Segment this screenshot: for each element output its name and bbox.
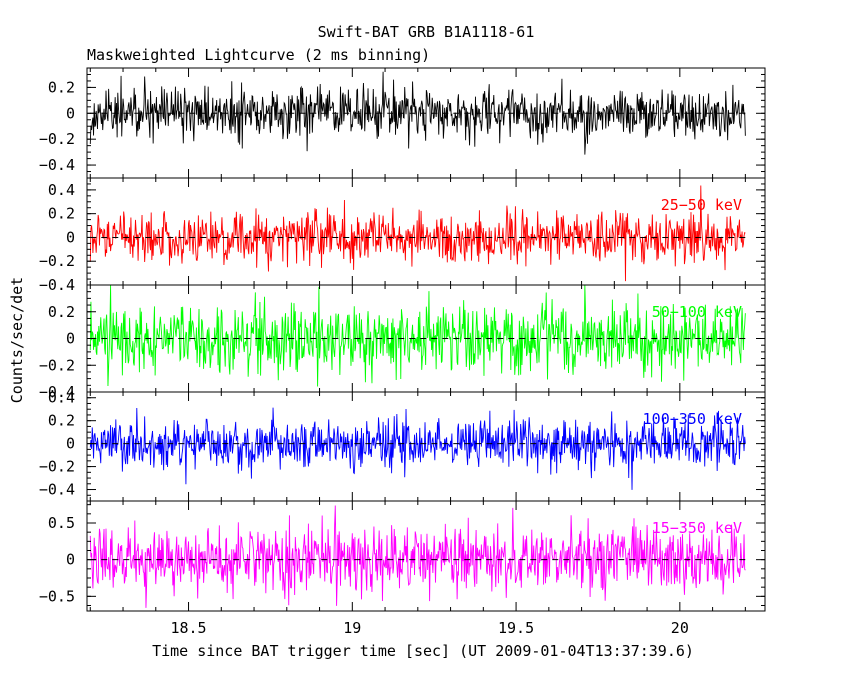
y-tick-label: 0.2 [48,78,75,96]
x-axis-label: Time since BAT trigger time [sec] (UT 20… [152,642,694,660]
x-tick-label: 19.5 [498,619,534,637]
panel-4: 100−350 keV 0.4 0.2 0 −0.2 −0.4 [39,389,766,502]
y-tick-label: 0.5 [48,514,75,532]
y-tick-label: 0.2 [48,303,75,321]
y-tick-label: 0.4 [48,389,75,407]
panel-5: 15−350 keV 0.5 0 −0.5 [39,500,766,612]
y-tick-label: 0 [66,551,75,569]
band-label: 50−100 keV [652,303,742,321]
series-line-2 [89,185,746,282]
panel-1: 0.2 0 −0.2 −0.4 [39,67,766,179]
x-tick-label: 20 [671,619,689,637]
y-tick-label: −0.4 [39,276,75,294]
series-line-5 [89,505,746,608]
y-tick-label: 0 [66,104,75,122]
band-label: 25−50 keV [661,196,742,214]
x-tick-label: 18.5 [170,619,206,637]
chart-title: Swift-BAT GRB B1A1118-61 [318,23,535,41]
series-line-3 [89,285,746,387]
y-tick-label: −0.4 [39,481,75,499]
panels-group: 0.20−0.2−0.425−50 keV0.40.20−0.2−0.450−1… [39,67,766,612]
x-tick-labels: 18.5 19 19.5 20 [170,619,688,637]
y-tick-label: −0.4 [39,156,75,174]
y-tick-label: 0.4 [48,181,75,199]
panel-frame [86,500,766,612]
y-tick-label: −0.5 [39,587,75,605]
series-line-1 [89,71,746,155]
y-tick-label: 0.2 [48,205,75,223]
y-tick-label: 0 [66,435,75,453]
y-tick-label: 0.2 [48,412,75,430]
band-label: 100−350 keV [643,410,742,428]
panel-2: 25−50 keV 0.4 0.2 0 −0.2 −0.4 [39,177,766,294]
x-tick-label: 19 [343,619,361,637]
panel-3: 50−100 keV 0.2 0 −0.2 −0.4 [39,284,766,401]
y-tick-label: −0.2 [39,458,75,476]
y-tick-label: −0.4 [39,383,75,401]
series-line-4 [89,407,746,490]
y-tick-label: −0.2 [39,130,75,148]
y-axis-label: Counts/sec/det [8,277,26,403]
y-tick-label: −0.2 [39,356,75,374]
y-tick-label: 0 [66,330,75,348]
y-tick-label: 0 [66,228,75,246]
y-tick-label: −0.2 [39,252,75,270]
chart-subtitle: Maskweighted Lightcurve (2 ms binning) [87,46,430,64]
band-label: 15−350 keV [652,519,742,537]
